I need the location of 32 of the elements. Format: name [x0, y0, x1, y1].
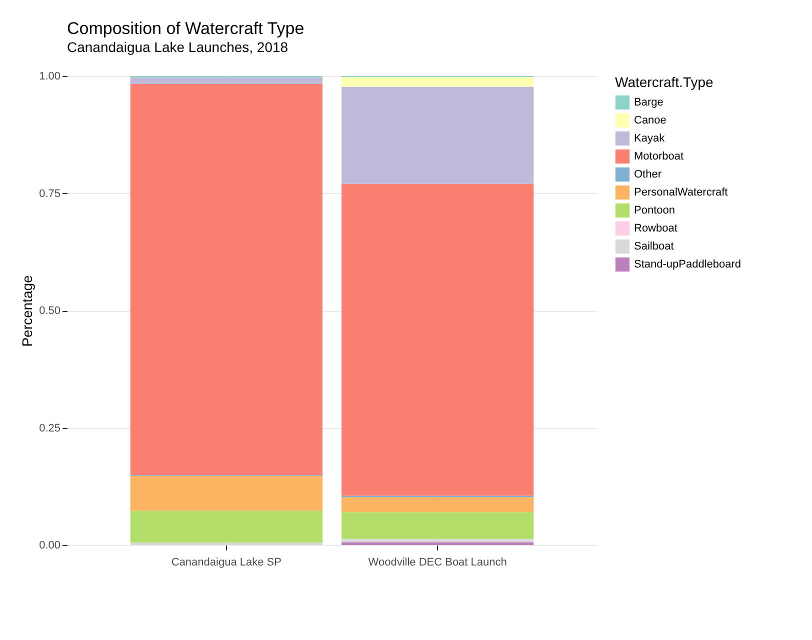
bar [342, 76, 534, 87]
legend-label: Sailboat [634, 240, 674, 252]
chart-title: Composition of Watercraft Type [67, 19, 304, 38]
bar [342, 86, 534, 184]
legend-title: Watercraft.Type [615, 74, 714, 90]
y-tick-label: 1.00 [39, 70, 60, 82]
x-tick-label: Canandaigua Lake SP [171, 556, 282, 568]
bar [130, 84, 322, 476]
bar [342, 542, 534, 545]
legend-label: PersonalWatercraft [634, 186, 728, 198]
y-tick-label: 0.00 [39, 540, 60, 552]
legend-label: Stand-upPaddleboard [634, 258, 742, 270]
bar [342, 538, 534, 542]
bar [130, 476, 322, 511]
bar [130, 510, 322, 543]
legend-label: Pontoon [634, 204, 675, 216]
y-tick-label: 0.25 [39, 422, 60, 434]
y-tick-label: 0.75 [39, 188, 60, 200]
y-axis-title: Percentage [19, 274, 36, 347]
legend-label: Canoe [634, 114, 666, 126]
x-tick-label: Woodville DEC Boat Launch [368, 556, 507, 568]
bar [342, 497, 534, 512]
legend-label: Other [634, 168, 662, 180]
legend-label: Kayak [634, 132, 666, 144]
bar [342, 512, 534, 539]
y-tick-label: 0.50 [39, 305, 60, 317]
bar [130, 77, 322, 84]
bar [342, 184, 534, 496]
legend-label: Motorboat [634, 150, 684, 162]
legend-label: Rowboat [634, 222, 678, 234]
chart-subtitle: Canandaigua Lake Launches, 2018 [67, 39, 288, 55]
legend-label: Barge [634, 96, 664, 108]
